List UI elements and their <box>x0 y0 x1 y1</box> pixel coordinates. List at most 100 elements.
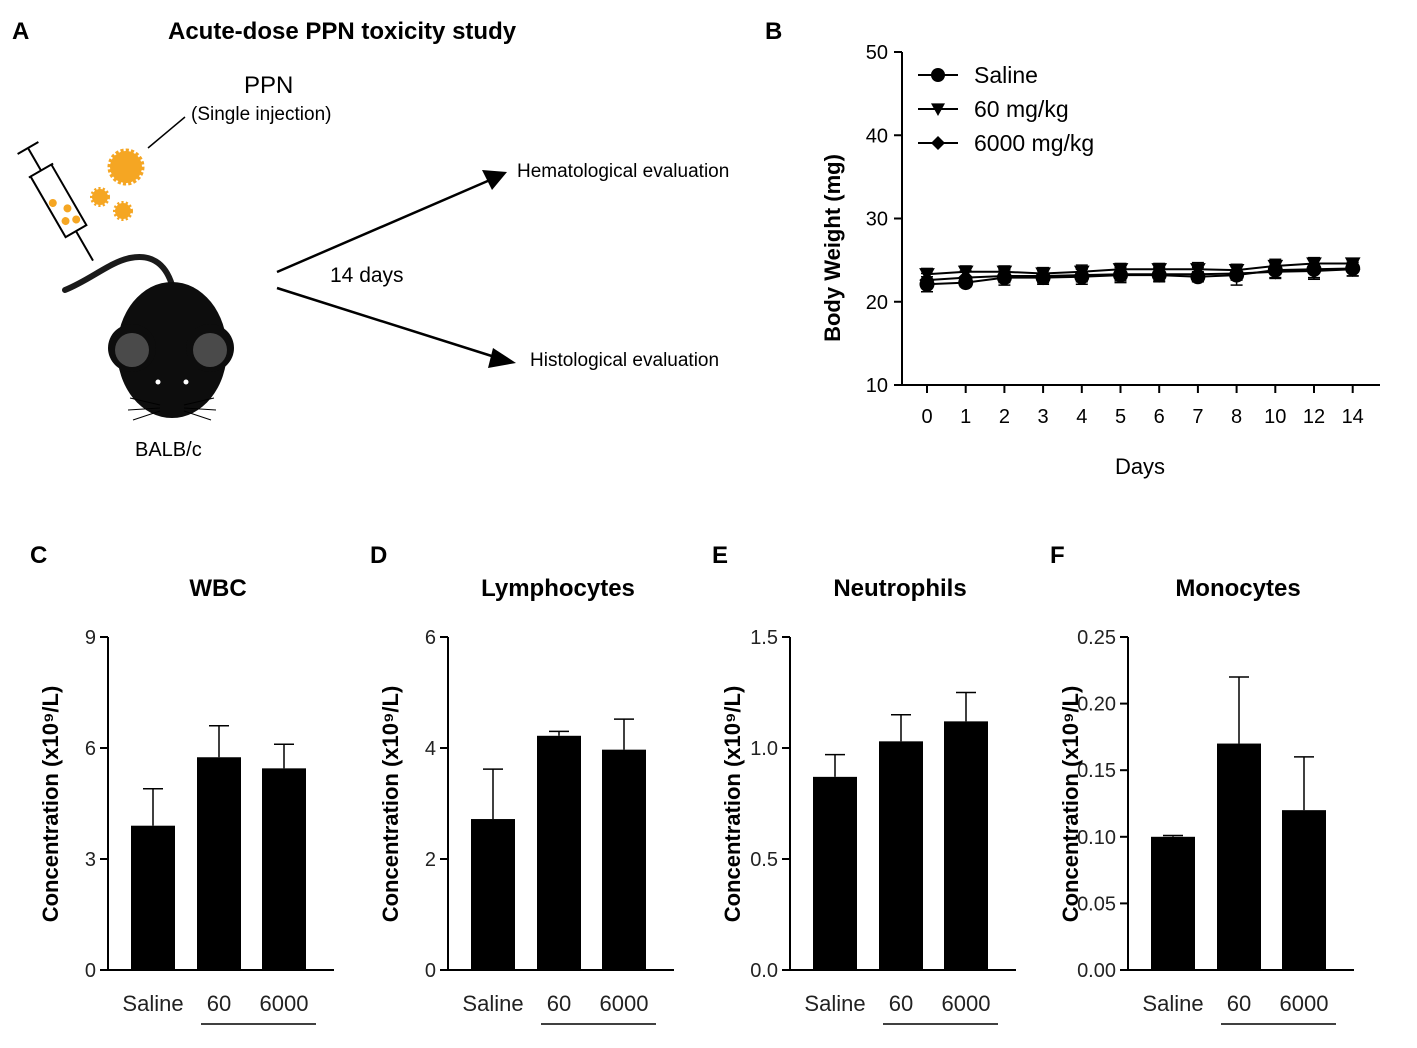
data-point <box>1228 265 1245 282</box>
y-tick-label: 0.5 <box>750 849 778 871</box>
category-label: Saline <box>122 991 183 1016</box>
x-tick-label: 12 <box>1303 406 1325 428</box>
bar-saline <box>813 776 857 970</box>
y-tick-label: 2 <box>425 849 436 871</box>
group-label: mg/kg <box>226 1036 286 1040</box>
bar-60 <box>1217 743 1261 970</box>
y-tick-label: 3 <box>85 849 96 871</box>
y-tick-label: 0 <box>85 960 96 982</box>
x-tick-label: 14 <box>1342 406 1364 428</box>
panel-c-letter: C <box>30 542 48 569</box>
chart-title: Monocytes <box>1175 575 1300 602</box>
series-line <box>926 262 1353 276</box>
data-point <box>1151 266 1167 282</box>
category-label: 6000 <box>1280 991 1329 1016</box>
x-tick-label: 4 <box>1076 406 1087 428</box>
y-tick-label: 0.10 <box>1077 827 1116 849</box>
ppn-sublabel: (Single injection) <box>191 104 332 125</box>
data-point <box>957 269 974 286</box>
y-axis-label: Concentration (x10⁹/L) <box>1058 686 1083 923</box>
chart-title: Neutrophils <box>833 575 966 602</box>
category-label: Saline <box>462 991 523 1016</box>
group-label: mg/kg <box>1246 1036 1306 1040</box>
category-label: 60 <box>547 991 571 1016</box>
legend-label: Saline <box>974 62 1038 88</box>
bar-saline <box>131 825 175 970</box>
arrow-to-histological <box>276 286 516 368</box>
y-tick-label: 30 <box>866 209 888 231</box>
bar-60 <box>537 735 581 970</box>
y-axis-label: Concentration (x10⁹/L) <box>378 686 403 923</box>
category-label: 6000 <box>260 991 309 1016</box>
x-tick-label: 10 <box>1264 406 1286 428</box>
chart-title: WBC <box>189 575 246 602</box>
y-tick-label: 6 <box>85 738 96 760</box>
y-tick-label: 0 <box>425 960 436 982</box>
panel-f-letter: F <box>1050 542 1065 569</box>
data-point <box>1074 267 1090 283</box>
category-label: 60 <box>889 991 913 1016</box>
data-point <box>1344 261 1361 277</box>
chart-b-xlabel: Days <box>1115 454 1165 479</box>
outcome-histological: Histological evaluation <box>530 350 720 371</box>
chart-b-ylabel: Body Weight (mg) <box>820 154 845 342</box>
bar-6000 <box>944 721 988 970</box>
y-tick-label: 6 <box>425 627 436 649</box>
mouse-label: BALB/c <box>135 439 202 461</box>
particle-icon-small <box>90 187 133 221</box>
y-tick-label: 0.05 <box>1077 893 1116 915</box>
panel-a-letter: A <box>12 18 30 45</box>
chart-wbc: WBC Concentration (x10⁹/L) 0 3 6 9 Saline 60 600… <box>38 575 334 1040</box>
y-tick-label: 20 <box>866 292 888 314</box>
particle-icon-large <box>107 148 145 186</box>
legend-marker <box>931 68 945 82</box>
category-label: 60 <box>1227 991 1251 1016</box>
y-tick-label: 1.0 <box>750 738 778 760</box>
panel-a-title: Acute-dose PPN toxicity study <box>168 18 517 45</box>
panel-e-letter: E <box>712 542 729 569</box>
x-tick-label: 2 <box>999 406 1010 428</box>
duration-label: 14 days <box>330 264 404 287</box>
bar-6000 <box>602 749 646 970</box>
bar-saline <box>471 819 515 970</box>
arrow-to-hematological <box>276 170 507 274</box>
y-tick-label: 4 <box>425 738 436 760</box>
bar-saline <box>1151 836 1195 970</box>
x-tick-label: 3 <box>1038 406 1049 428</box>
group-label: mg/kg <box>566 1036 626 1040</box>
series-6000-mg-kg <box>919 261 1361 288</box>
y-axis-label: Concentration (x10⁹/L) <box>720 686 745 923</box>
category-label: 6000 <box>600 991 649 1016</box>
y-tick-label: 1.5 <box>750 627 778 649</box>
y-tick-label: 40 <box>866 125 888 147</box>
y-tick-label: 10 <box>866 375 888 397</box>
data-point <box>1306 263 1322 279</box>
chart-neutrophils: Neutrophils Concentration (x10⁹/L) 0.0 0.5 1… <box>720 575 1016 1040</box>
chart-lymphocytes: Lymphocytes Concentration (x10⁹/L) 0 2 4 6 Sal… <box>378 575 674 1040</box>
panel-d-letter: D <box>370 542 388 569</box>
category-label: Saline <box>1142 991 1203 1016</box>
y-tick-label: 50 <box>866 42 888 64</box>
x-tick-label: 5 <box>1115 406 1126 428</box>
y-tick-label: 0.00 <box>1077 960 1116 982</box>
x-tick-label: 8 <box>1231 406 1242 428</box>
data-point <box>1267 264 1284 280</box>
x-tick-label: 1 <box>960 406 971 428</box>
y-tick-label: 0.25 <box>1077 627 1116 649</box>
group-label: mg/kg <box>908 1036 968 1040</box>
panel-b-letter: B <box>765 18 783 45</box>
mouse-icon <box>62 254 234 421</box>
y-tick-label: 0.0 <box>750 960 778 982</box>
data-point <box>919 272 935 288</box>
chart-title: Lymphocytes <box>481 575 635 602</box>
bar-60 <box>197 757 241 970</box>
legend-marker <box>931 136 945 150</box>
x-tick-label: 0 <box>921 406 932 428</box>
data-point <box>996 268 1013 284</box>
category-label: 6000 <box>942 991 991 1016</box>
bar-6000 <box>1282 810 1326 970</box>
x-tick-label: 6 <box>1154 406 1165 428</box>
x-tick-label: 7 <box>1192 406 1203 428</box>
legend-label: 6000 mg/kg <box>974 130 1094 156</box>
legend-label: 60 mg/kg <box>974 96 1069 122</box>
